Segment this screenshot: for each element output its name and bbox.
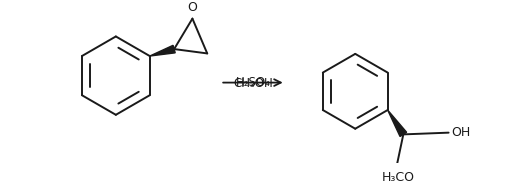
Text: O: O xyxy=(187,1,197,14)
Text: OH: OH xyxy=(451,126,471,139)
Text: CH₃OH: CH₃OH xyxy=(233,76,273,89)
Polygon shape xyxy=(150,45,175,56)
Text: H₂SO₄: H₂SO₄ xyxy=(236,76,270,89)
Polygon shape xyxy=(388,110,407,137)
Text: H₃CO: H₃CO xyxy=(381,171,415,183)
